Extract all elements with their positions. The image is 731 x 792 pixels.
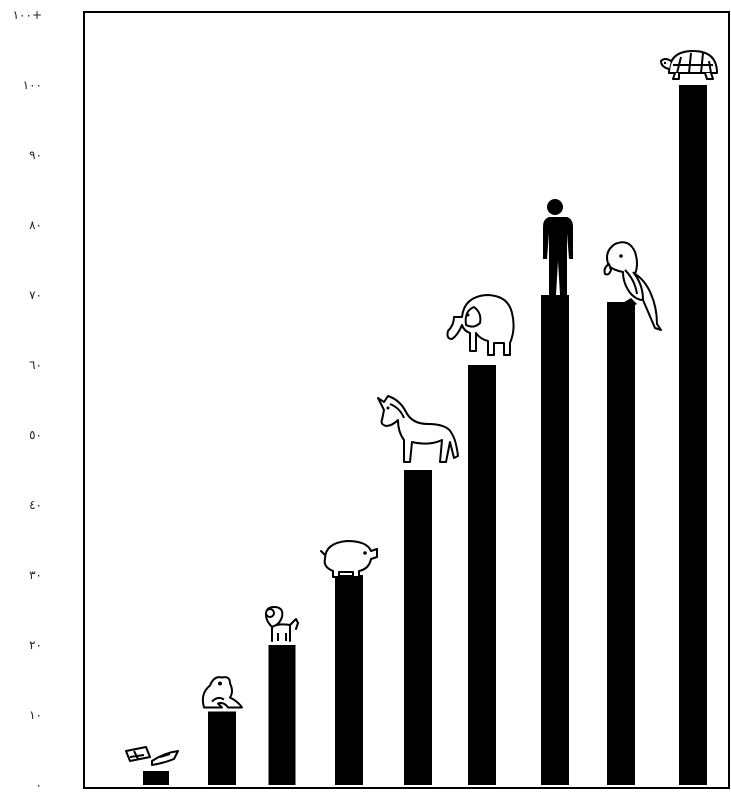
- tortoise-icon: [660, 50, 718, 80]
- y-tick-label: ٧٠: [29, 288, 42, 302]
- y-tick-label: ١٠٠: [23, 78, 42, 92]
- y-axis-ticks: ٠ ١٠ ٢٠ ٣٠ ٤٠ ٥٠ ٦٠ ٧٠ ٨٠ ٩٠ ١٠٠ ١٠٠+: [13, 8, 42, 792]
- bar: [607, 302, 635, 785]
- y-tick-label: ٠: [36, 778, 42, 792]
- horse-icon: [377, 395, 459, 463]
- parrot-icon: [603, 241, 662, 331]
- bar: [404, 470, 432, 785]
- ant-icon: [125, 746, 179, 766]
- y-tick-label: ٥٠: [29, 428, 42, 442]
- y-tick-label: ٦٠: [29, 358, 42, 372]
- y-tick-label: ٢٠: [29, 638, 42, 652]
- bar: [335, 575, 363, 785]
- y-tick-label: ٤٠: [29, 498, 42, 512]
- elephant-icon: [446, 294, 515, 356]
- dog-icon: [265, 606, 299, 642]
- bar-icons: [125, 50, 718, 766]
- plot-frame: [83, 11, 730, 789]
- bar: [268, 645, 296, 785]
- human-icon: [543, 199, 573, 295]
- bar: [679, 85, 707, 785]
- bars: [143, 85, 707, 785]
- bar: [143, 771, 169, 785]
- y-tick-label: ١٠: [29, 708, 42, 722]
- y-tick-label: ١٠٠+: [13, 8, 42, 22]
- bar: [541, 295, 569, 785]
- bar: [468, 365, 496, 785]
- pig-icon: [320, 540, 378, 578]
- bar: [208, 711, 236, 785]
- y-tick-label: ٩٠: [29, 148, 42, 162]
- y-tick-label: ٣٠: [29, 568, 42, 582]
- frog-icon: [201, 676, 243, 709]
- y-tick-label: ٨٠: [29, 218, 42, 232]
